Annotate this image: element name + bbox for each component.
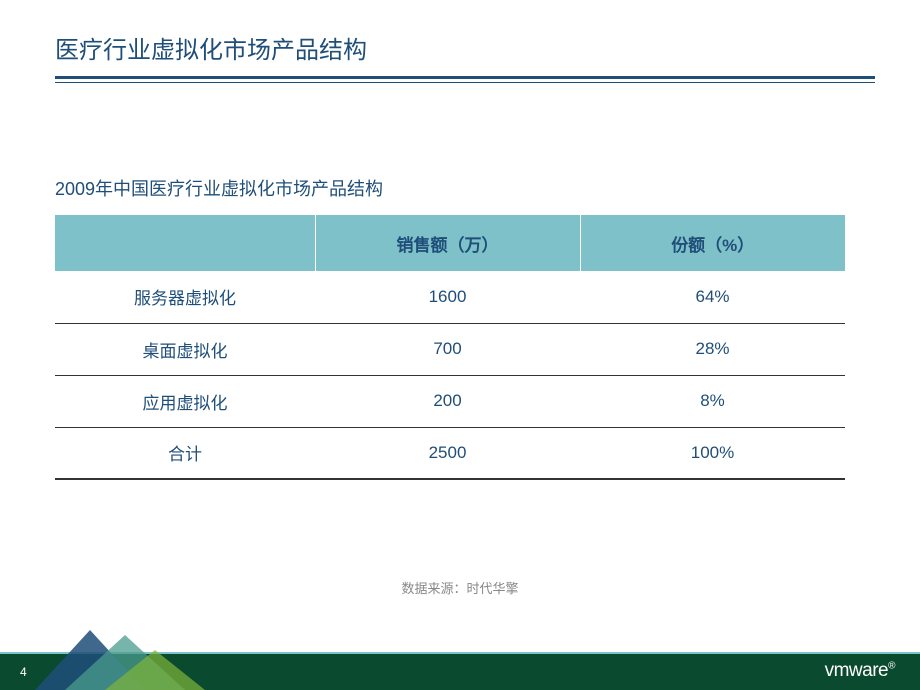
table-header-share: 份额（%） bbox=[580, 215, 845, 271]
vmware-logo: vmware® bbox=[825, 660, 895, 682]
table-cell-share: 28% bbox=[580, 323, 845, 375]
title-underline-thin bbox=[55, 82, 875, 83]
source-note: 数据来源：时代华擎 bbox=[0, 578, 920, 597]
product-structure-table: 销售额（万） 份额（%） 服务器虚拟化 1600 64% 桌面虚拟化 700 2… bbox=[55, 215, 845, 480]
logo-registered-icon: ® bbox=[888, 661, 895, 672]
table-cell-category: 合计 bbox=[55, 427, 315, 479]
slide-title: 医疗行业虚拟化市场产品结构 bbox=[0, 0, 920, 65]
table-cell-share: 100% bbox=[580, 427, 845, 479]
title-underline-thick bbox=[55, 76, 875, 79]
table-row: 服务器虚拟化 1600 64% bbox=[55, 271, 845, 323]
table-cell-category: 应用虚拟化 bbox=[55, 375, 315, 427]
table-cell-share: 64% bbox=[580, 271, 845, 323]
table-cell-sales: 700 bbox=[315, 323, 580, 375]
slide-subtitle: 2009年中国医疗行业虚拟化市场产品结构 bbox=[55, 175, 383, 201]
table-row-total: 合计 2500 100% bbox=[55, 427, 845, 479]
table-cell-sales: 2500 bbox=[315, 427, 580, 479]
table-header-empty bbox=[55, 215, 315, 271]
table-cell-category: 服务器虚拟化 bbox=[55, 271, 315, 323]
page-number: 4 bbox=[20, 665, 27, 679]
table-cell-sales: 200 bbox=[315, 375, 580, 427]
table-cell-share: 8% bbox=[580, 375, 845, 427]
table-cell-sales: 1600 bbox=[315, 271, 580, 323]
logo-text: vmware bbox=[825, 660, 889, 681]
table-cell-category: 桌面虚拟化 bbox=[55, 323, 315, 375]
table-row: 桌面虚拟化 700 28% bbox=[55, 323, 845, 375]
table-row: 应用虚拟化 200 8% bbox=[55, 375, 845, 427]
table-header-sales: 销售额（万） bbox=[315, 215, 580, 271]
footer-triangles-icon bbox=[35, 630, 235, 690]
table-header-row: 销售额（万） 份额（%） bbox=[55, 215, 845, 271]
